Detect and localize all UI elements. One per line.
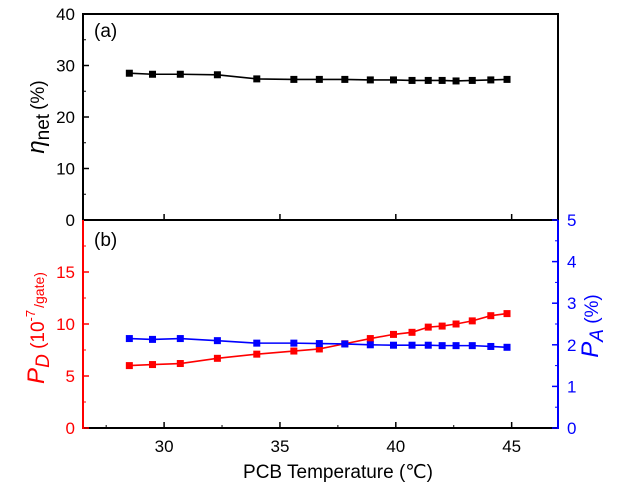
- panel-a-frame: [82, 13, 559, 221]
- panel-b-left-label-symbol: P: [23, 368, 50, 384]
- panel-b-point-right: [213, 337, 221, 345]
- panel-b-point-left: [253, 350, 261, 358]
- panel-a-y-tick-label: 20: [56, 108, 75, 127]
- panel-a-point: [213, 71, 221, 79]
- panel-b-point-left: [176, 360, 184, 368]
- panel-a-point: [468, 76, 476, 84]
- panel-b-point-right: [125, 335, 133, 343]
- panel-b-left-label-rest: (10: [28, 321, 49, 354]
- x-tick-label: 40: [386, 437, 405, 456]
- panel-b-point-right: [408, 341, 416, 349]
- x-axis-title: PCB Temperature (℃): [243, 462, 433, 483]
- panel-b-point-right: [315, 340, 323, 348]
- panel-a-y-label-sub: net: [33, 113, 54, 140]
- panel-b-label: (b): [94, 230, 117, 251]
- panel-a-point: [253, 75, 261, 83]
- panel-b-left-tick-label: 15: [56, 263, 75, 282]
- panel-b-point-right: [452, 342, 460, 350]
- panel-a-point: [149, 70, 157, 78]
- panel-b-right-tick-label: 1: [567, 377, 576, 396]
- panel-a-y-tick-label: 40: [56, 5, 75, 24]
- panel-b-point-left: [315, 345, 323, 353]
- panel-b-point-right: [389, 341, 397, 349]
- panel-a-y-tick-label: 0: [66, 211, 75, 230]
- panel-b-point-left: [452, 320, 460, 328]
- panel-a-y-label-symbol: η: [23, 140, 50, 153]
- panel-b-left-tick-label: 5: [66, 367, 75, 386]
- panel-b-left-label-sub: D: [33, 354, 54, 368]
- x-tick-label: 35: [270, 437, 289, 456]
- panel-a-point: [452, 77, 460, 85]
- panel-b-point-right: [341, 340, 349, 348]
- panel-a-point: [315, 75, 323, 83]
- x-tick-label: 30: [155, 437, 174, 456]
- panel-b-point-left: [468, 317, 476, 325]
- panel-b-right-axis-label: PA (%): [577, 294, 608, 358]
- panel-b-right-tick-label: 4: [567, 253, 576, 272]
- panel-b-point-left: [408, 328, 416, 336]
- panel-b-point-left: [487, 312, 495, 320]
- panel-b-point-left: [125, 362, 133, 370]
- panel-b-right-tick-label: 5: [567, 211, 576, 230]
- panel-a: (a) ηnet (%) 0 10 20 30 40: [23, 5, 559, 230]
- panel-a-point: [341, 75, 349, 83]
- panel-b-left-tick-label: 0: [66, 419, 75, 438]
- panel-b-right-label-sub: A: [587, 329, 608, 343]
- panel-b-left-tick-label: 10: [56, 315, 75, 334]
- panel-b-point-right: [468, 342, 476, 350]
- panel-a-label: (a): [94, 21, 117, 42]
- panel-b-point-right: [253, 339, 261, 347]
- panel-b-point-left: [213, 354, 221, 362]
- panel-b-point-right: [149, 335, 157, 343]
- panel-b-point-right: [176, 335, 184, 343]
- panel-b-point-left: [389, 330, 397, 338]
- panel-b-point-right: [424, 341, 432, 349]
- panel-a-point: [389, 76, 397, 84]
- panel-b-point-right: [366, 341, 374, 349]
- panel-a-y-axis-label: ηnet (%): [23, 80, 54, 153]
- panel-b-point-left: [149, 361, 157, 369]
- panel-b-right-label-symbol: P: [577, 342, 604, 358]
- panel-a-point: [487, 76, 495, 84]
- panel-b-point-left: [503, 310, 511, 318]
- panel-a-y-tick-label: 30: [56, 57, 75, 76]
- panel-b-left-label-sup: -7: [23, 310, 38, 322]
- panel-b-left-axis-label: PD (10-7/gate): [23, 272, 54, 384]
- panel-b-point-right: [487, 342, 495, 350]
- panel-b-point-right: [503, 343, 511, 351]
- panel-b: (b) PD (10-7/gate) PA (%) PCB Temperatur…: [23, 211, 608, 483]
- panel-a-y-tick-label: 10: [56, 160, 75, 179]
- panel-a-point: [424, 76, 432, 84]
- panel-b-right-label-unit: (%): [582, 294, 603, 329]
- panel-a-point: [176, 70, 184, 78]
- panel-b-point-left: [366, 335, 374, 343]
- panel-a-point: [125, 69, 133, 77]
- panel-a-y-label-unit: (%): [28, 80, 49, 110]
- panel-a-point: [408, 76, 416, 84]
- panel-b-point-left: [424, 323, 432, 331]
- panel-b-point-right: [438, 342, 446, 350]
- panel-b-point-left: [290, 347, 298, 355]
- panel-a-point: [290, 75, 298, 83]
- panel-b-left-label-unit: /gate): [31, 272, 47, 308]
- panel-a-point: [503, 75, 511, 83]
- panel-b-point-right: [290, 339, 298, 347]
- panel-b-right-tick-label: 0: [567, 419, 576, 438]
- panel-b-point-left: [438, 322, 446, 330]
- panel-b-right-tick-label: 2: [567, 336, 576, 355]
- panel-b-right-tick-label: 3: [567, 294, 576, 313]
- panel-a-point: [438, 76, 446, 84]
- x-tick-label: 45: [502, 437, 521, 456]
- panel-a-point: [366, 76, 374, 84]
